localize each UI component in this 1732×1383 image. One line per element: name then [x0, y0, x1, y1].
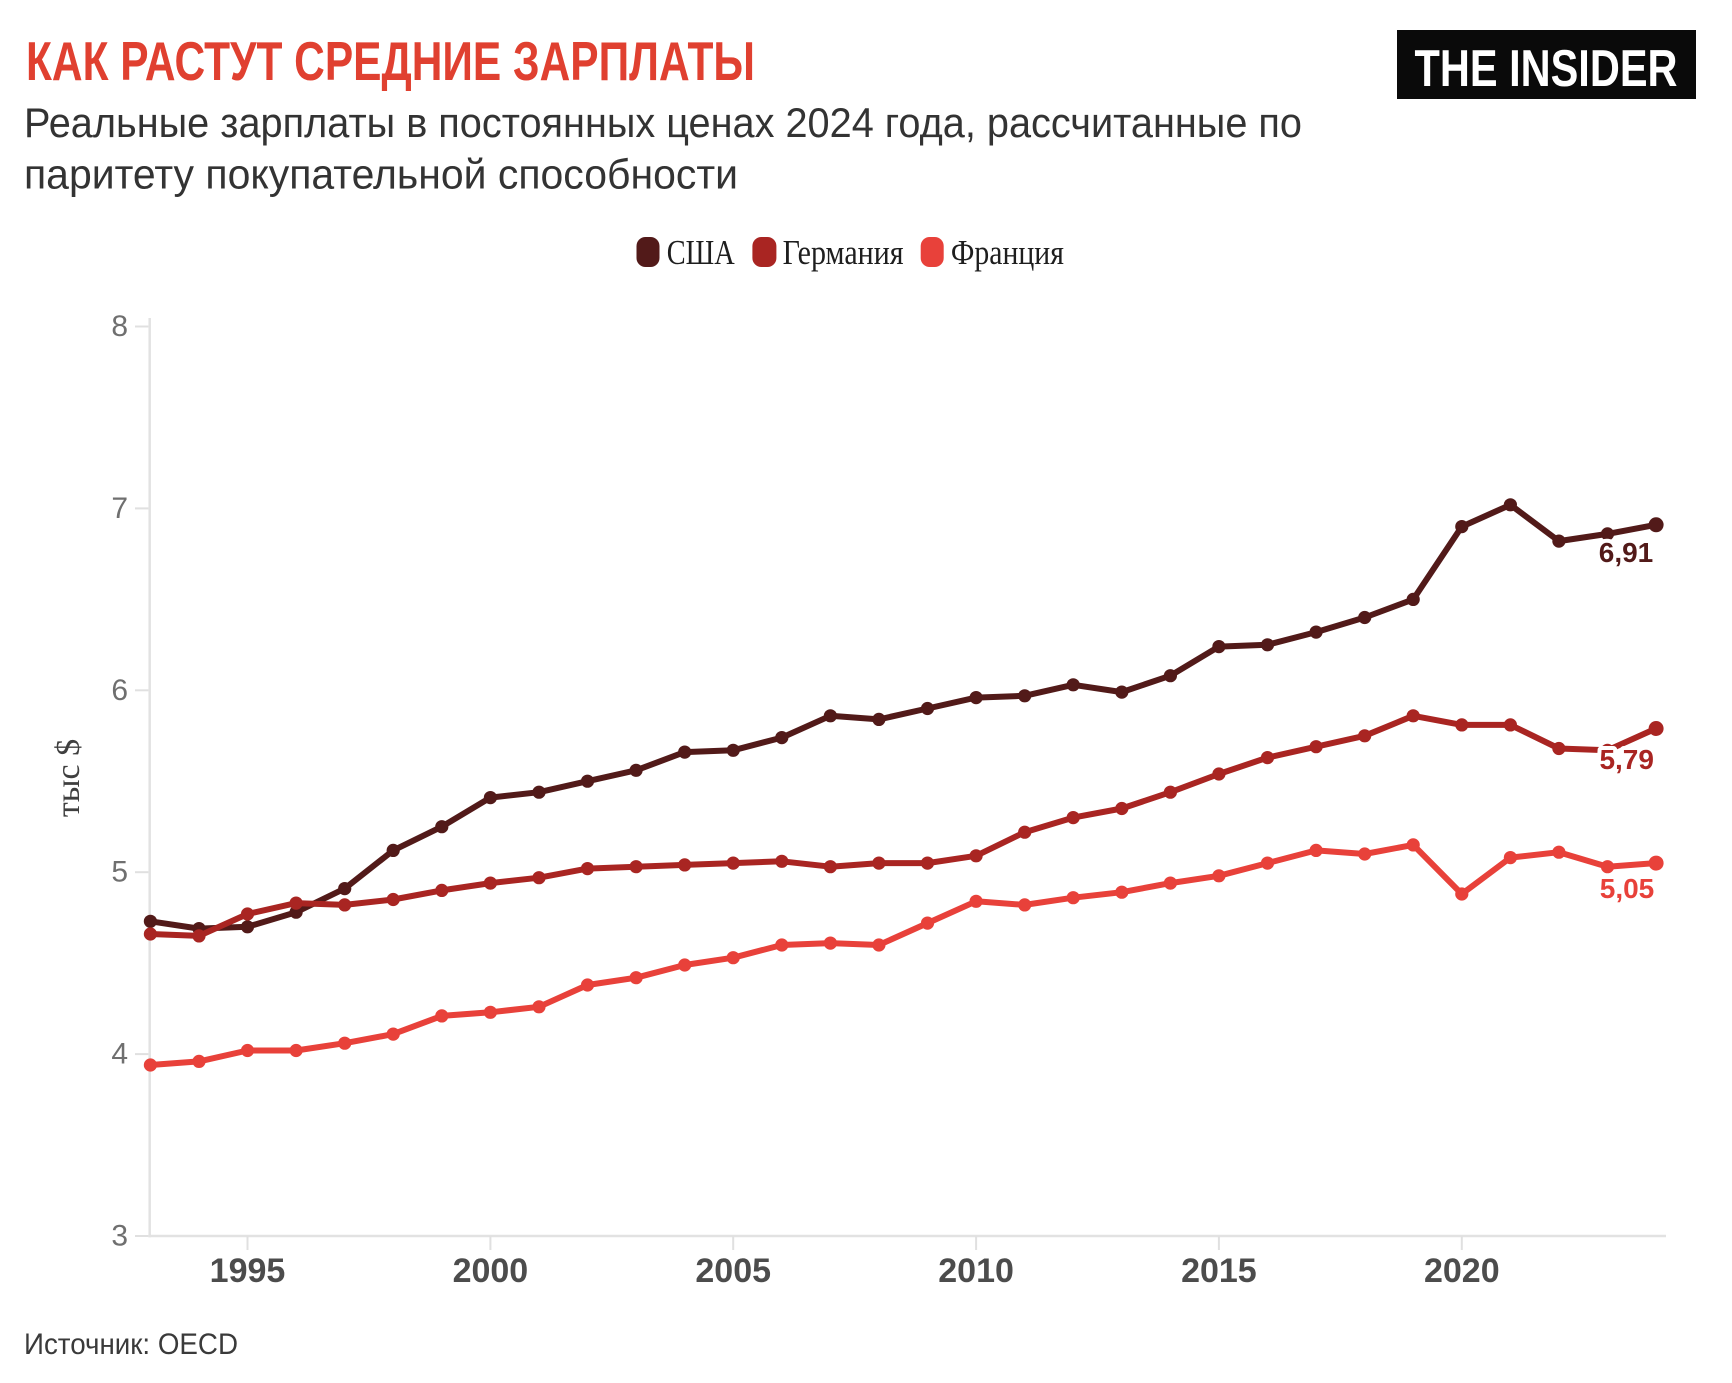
- svg-text:THE INSIDER: THE INSIDER: [1415, 40, 1678, 98]
- svg-text:3: 3: [111, 1220, 128, 1253]
- svg-text:2015: 2015: [1181, 1252, 1257, 1290]
- svg-text:1995: 1995: [210, 1252, 286, 1290]
- svg-text:6: 6: [111, 674, 128, 707]
- svg-text:2020: 2020: [1424, 1252, 1500, 1290]
- svg-text:5,79: 5,79: [1599, 744, 1654, 775]
- svg-text:5: 5: [111, 856, 128, 889]
- svg-text:США: США: [667, 233, 736, 272]
- svg-text:Германия: Германия: [783, 233, 904, 272]
- svg-text:Реальные зарплаты в постоянных: Реальные зарплаты в постоянных ценах 202…: [24, 99, 1302, 146]
- svg-text:7: 7: [111, 492, 128, 525]
- svg-text:8: 8: [111, 310, 128, 343]
- svg-text:тыс $: тыс $: [50, 739, 87, 817]
- svg-text:5,05: 5,05: [1600, 873, 1655, 904]
- svg-text:2010: 2010: [938, 1252, 1014, 1290]
- svg-text:КАК РАСТУТ СРЕДНИЕ ЗАРПЛАТЫ: КАК РАСТУТ СРЕДНИЕ ЗАРПЛАТЫ: [26, 30, 755, 92]
- svg-text:Франция: Франция: [951, 233, 1064, 272]
- svg-text:Источник: OECD: Источник: OECD: [24, 1328, 238, 1361]
- svg-text:2005: 2005: [695, 1252, 771, 1290]
- svg-text:паритету покупательной способн: паритету покупательной способности: [24, 151, 738, 198]
- svg-text:4: 4: [111, 1038, 128, 1071]
- svg-text:2000: 2000: [453, 1252, 529, 1290]
- svg-text:6,91: 6,91: [1599, 537, 1654, 568]
